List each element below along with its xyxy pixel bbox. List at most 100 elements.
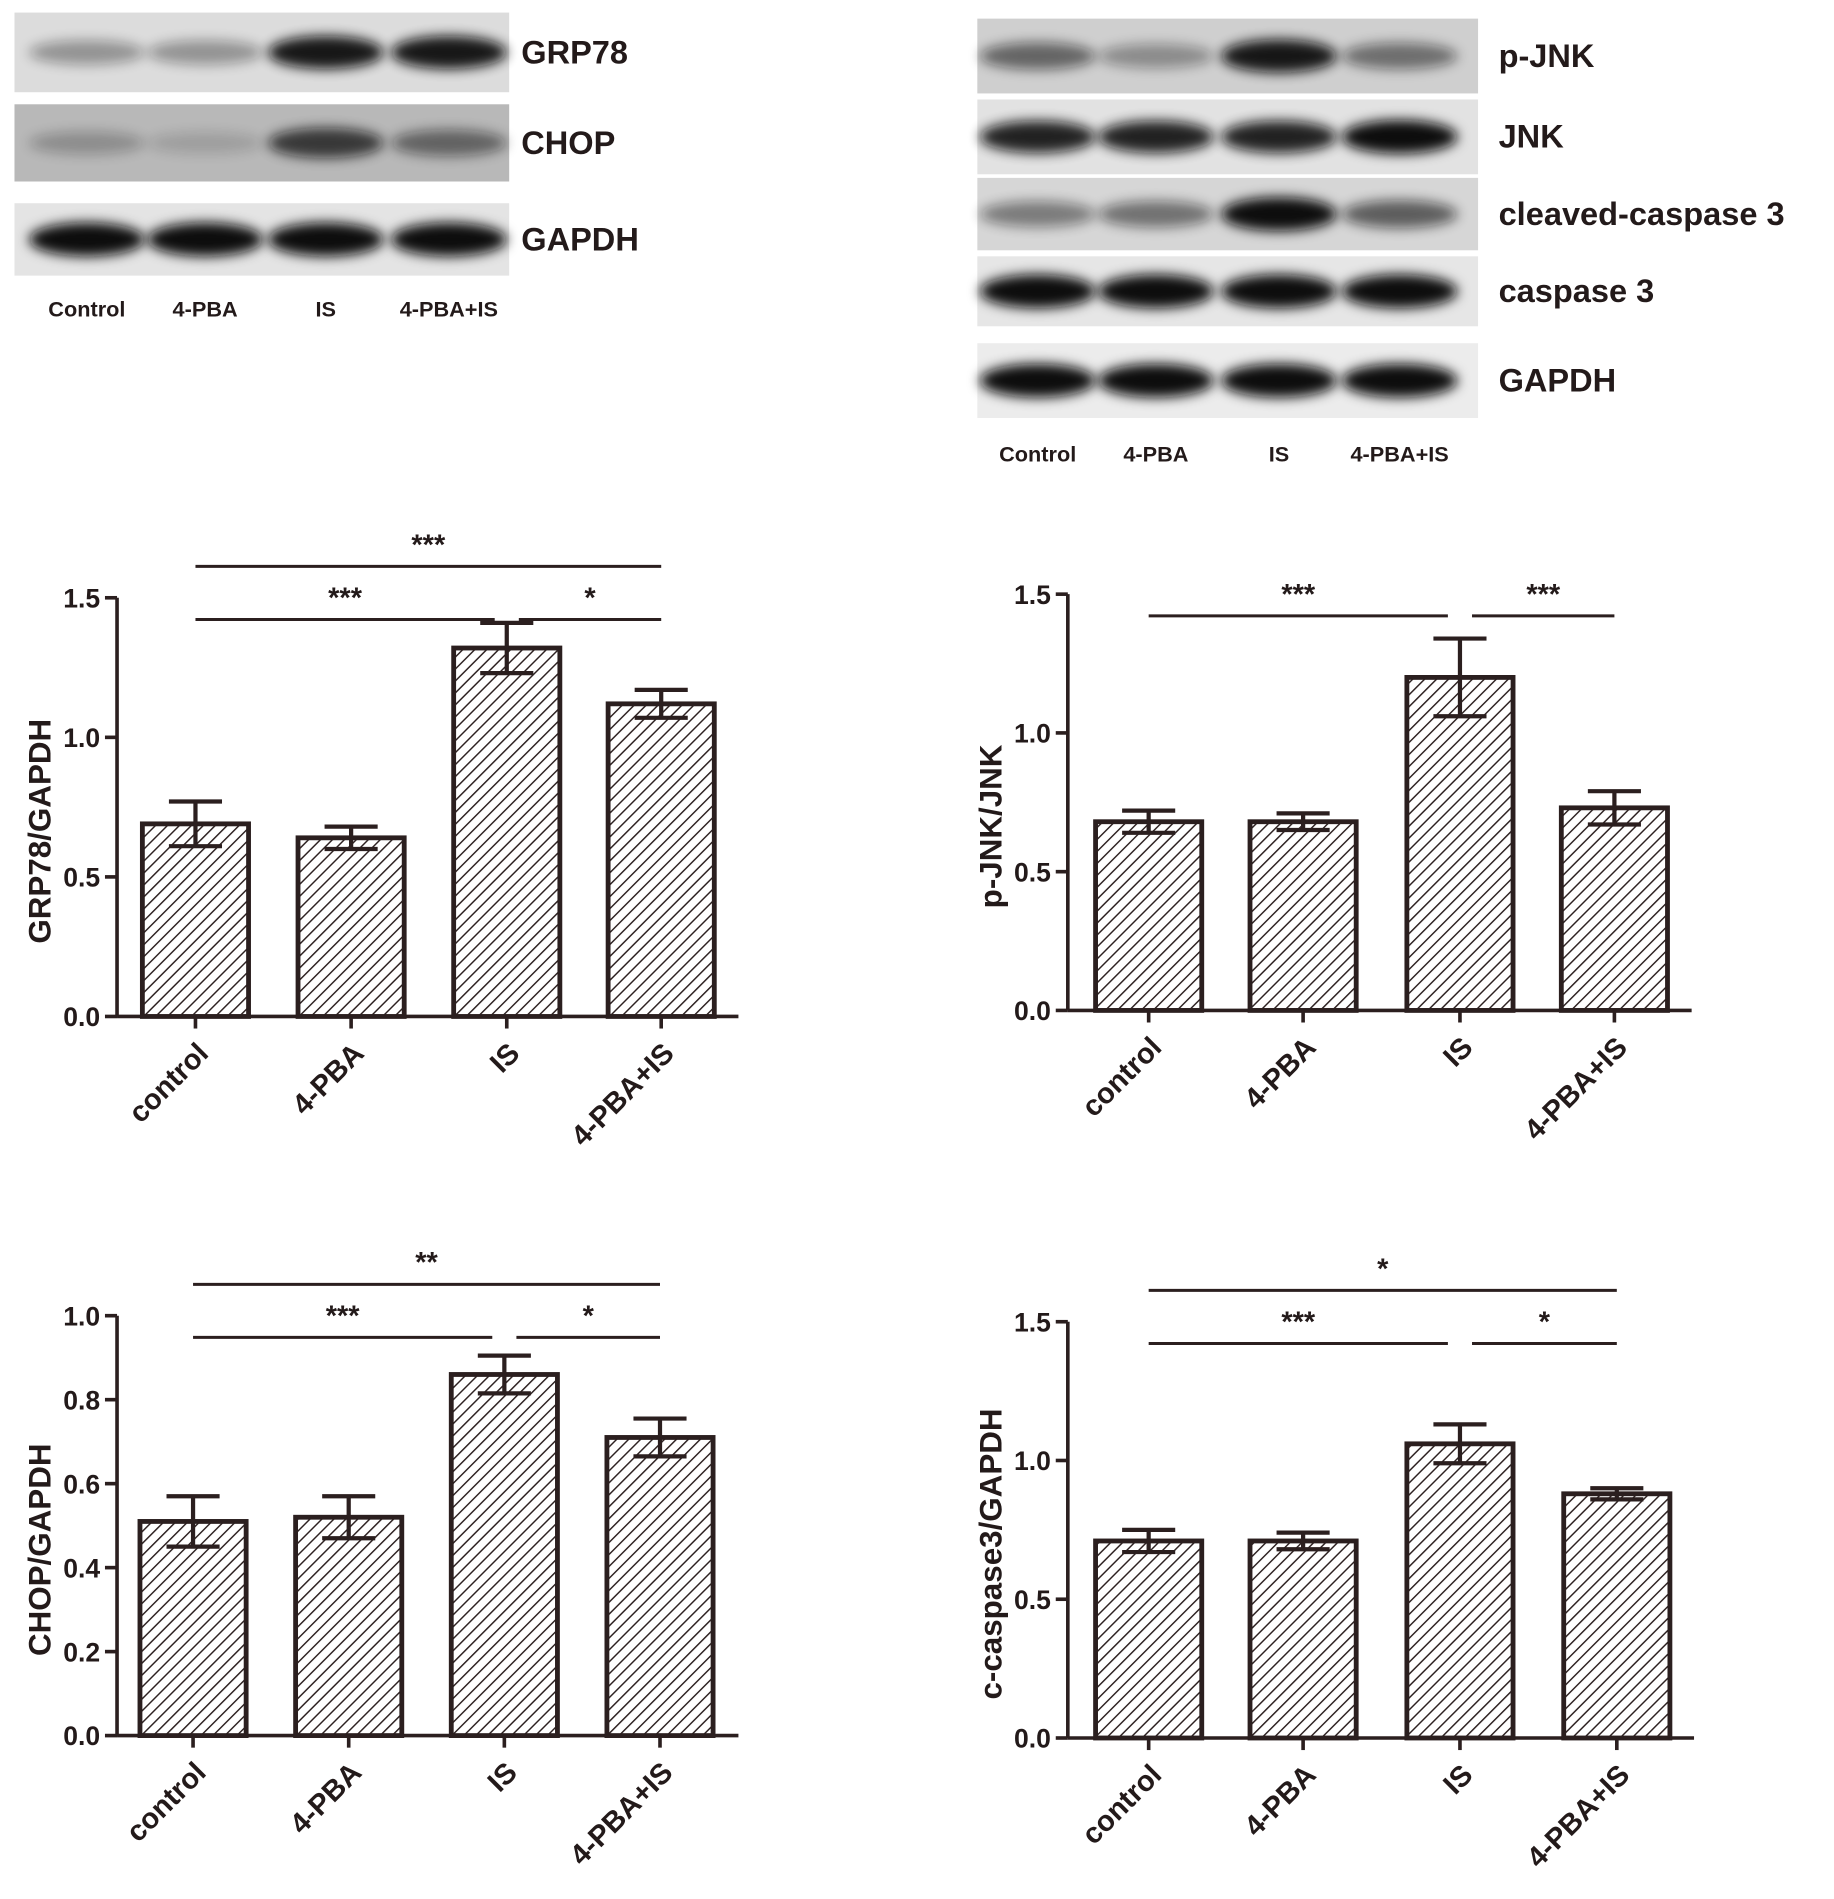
x-tick-label: 4-PBA+IS [1519,1031,1634,1146]
blot-band [147,40,264,65]
blot-band [390,35,507,69]
blot-band [1097,120,1214,154]
x-tick-label: 4-PBA [1239,1031,1323,1115]
bar [1247,819,1359,1013]
blot-row-label: CHOP [521,125,615,161]
blot-band [979,42,1096,70]
y-tick-label: 1.0 [63,723,100,753]
blot-band [28,40,145,65]
y-tick-label: 1.5 [1014,580,1051,610]
blot-band [1221,274,1337,309]
significance-label: *** [1281,579,1316,611]
significance-label: *** [1281,1306,1316,1338]
significance-label: *** [326,1300,361,1332]
error-bar [1276,811,1330,833]
blot-lane-label: 4-PBA+IS [400,297,498,322]
significance-label: *** [328,582,363,614]
significance-label: ** [415,1247,438,1279]
y-tick-label: 1.0 [1014,1446,1051,1476]
y-tick-label: 1.5 [63,583,100,613]
x-tick-label: IS [482,1757,524,1799]
blot-band [147,132,264,154]
y-tick-label: 0.0 [1014,1724,1051,1754]
y-tick-label: 0.0 [1014,996,1051,1026]
blot-lane-label: IS [1269,441,1290,466]
significance-label: *** [1526,579,1561,611]
blot-lane-label: Control [999,441,1076,466]
bar [1093,819,1205,1013]
blot-band [267,127,384,158]
y-tick-label: 0.5 [1014,857,1051,887]
error-bar [1122,1527,1176,1555]
y-axis-label: p-JNK/JNK [973,744,1008,908]
x-tick-label: IS [1437,1031,1479,1073]
blot-band [390,222,507,257]
blot-band [1097,274,1214,309]
error-bar [1590,1486,1644,1502]
x-tick-label: 4-PBA [284,1756,368,1840]
y-tick-label: 0.5 [1014,1585,1051,1615]
blot-lane-label: 4-PBA+IS [1350,441,1448,466]
bar [295,835,407,1019]
blot-row-label: caspase 3 [1499,273,1655,309]
error-bar [322,1494,376,1541]
significance-label: * [584,582,596,614]
error-bar [1122,808,1176,835]
error-bar [1433,1422,1487,1466]
blot-row-label: p-JNK [1499,38,1595,74]
x-tick-label: 4-PBA [1239,1759,1323,1843]
error-bar [634,687,688,720]
x-tick-label: IS [1437,1759,1479,1801]
bar [1404,675,1516,1013]
blot-row-label: GRP78 [521,34,628,70]
x-tick-label: IS [484,1037,526,1079]
blot-band [390,129,507,157]
blot-band [267,222,384,257]
x-tick-label: 4-PBA+IS [1521,1759,1636,1874]
y-axis-label: GRP78/GAPDH [23,719,58,944]
x-tick-label: control [123,1037,215,1129]
bar [1404,1441,1516,1741]
blot-band [1341,42,1458,70]
blot-band [1221,39,1337,73]
blot-band [28,222,145,257]
bar [451,645,563,1019]
blot-lane-label: 4-PBA [1123,441,1188,466]
y-tick-label: 0.0 [63,1721,100,1751]
blot-band [1341,119,1458,154]
y-tick-label: 0.5 [63,863,100,893]
bar [1247,1538,1359,1741]
bar [137,1519,249,1738]
blot-row-label: GAPDH [521,221,639,257]
error-bar [166,1494,220,1549]
blot-band [979,120,1096,154]
x-tick-label: 4-PBA+IS [564,1757,679,1872]
significance-label: * [1377,1253,1389,1285]
bar [1561,1491,1673,1741]
y-tick-label: 1.0 [63,1301,100,1331]
blot-band [979,201,1096,228]
blot-row-label: cleaved-caspase 3 [1499,196,1785,232]
blot-row-label: JNK [1499,119,1565,155]
y-tick-label: 0.6 [63,1469,100,1499]
blot-band [1221,197,1337,231]
y-axis-label: c-caspase3/GAPDH [973,1408,1008,1699]
blot-row-label: GAPDH [1499,362,1617,398]
blot-band [1341,363,1458,398]
y-tick-label: 1.5 [1014,1307,1051,1337]
blot-band [147,222,264,257]
bar [293,1514,405,1738]
blot-band [28,131,145,155]
blot-band [267,35,384,69]
x-tick-label: 4-PBA+IS [565,1037,680,1152]
blot-band [979,274,1096,309]
error-bar [1433,636,1487,719]
blot-band [1097,43,1214,69]
blot-band [1341,200,1458,229]
bar [1558,805,1670,1013]
error-bar [1587,789,1641,827]
blot-band [1341,274,1458,309]
blot-band [979,363,1096,398]
blot-lane-label: Control [48,297,125,322]
